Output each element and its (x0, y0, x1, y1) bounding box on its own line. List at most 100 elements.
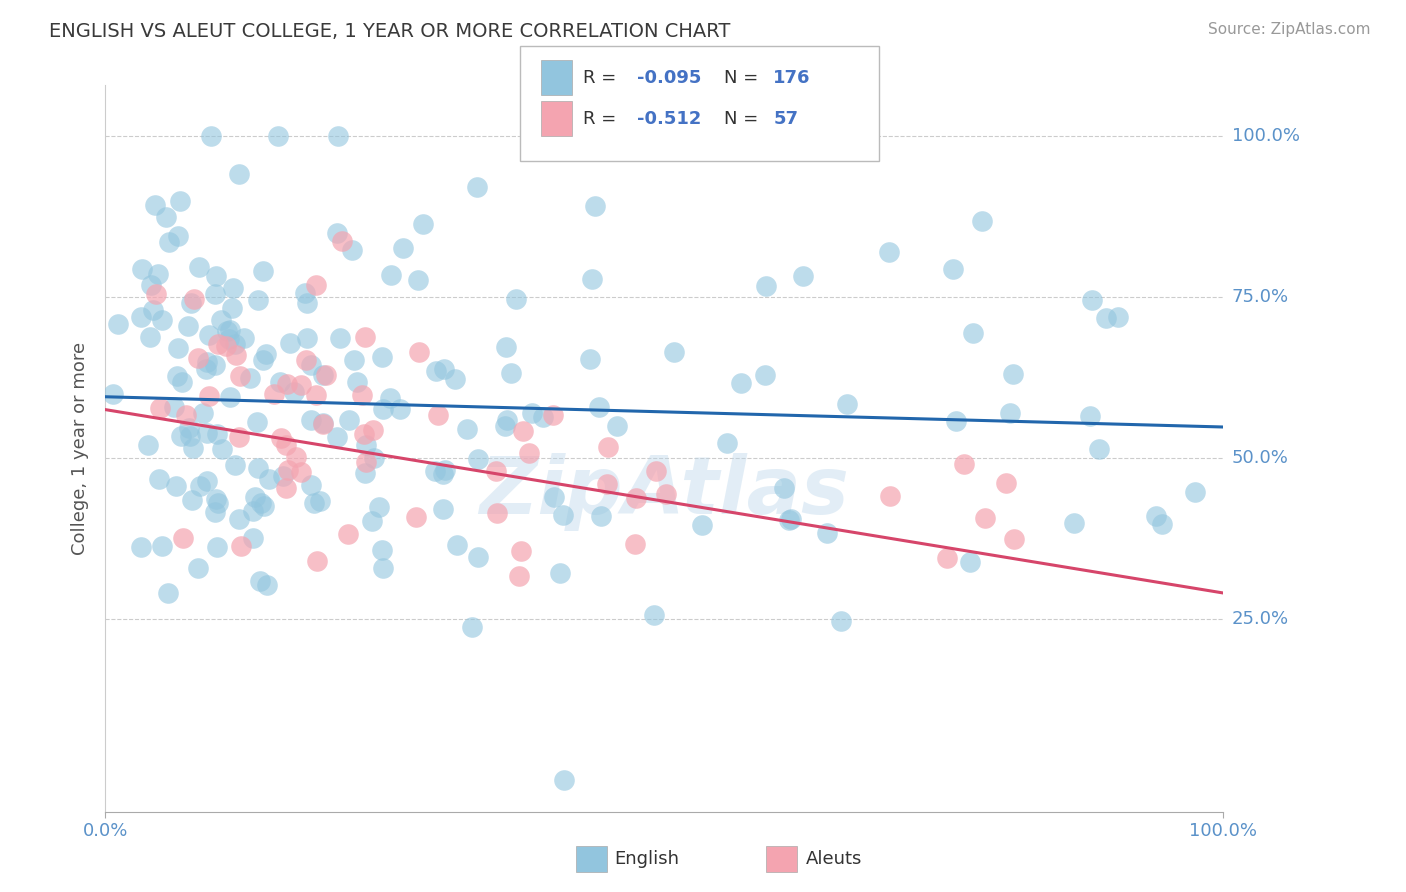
Point (299, 413, 322, 427)
Point (510, 544, 533, 558)
Point (624, 537, 647, 551)
Point (1144, 508, 1167, 523)
Point (371, 350, 394, 364)
Point (228, 512, 250, 526)
Point (974, 511, 997, 525)
Point (325, 430, 347, 444)
Point (326, 227, 349, 241)
Point (329, 331, 352, 345)
Point (353, 466, 375, 480)
Point (432, 502, 454, 516)
Point (163, 400, 186, 414)
Point (224, 337, 246, 351)
Point (690, 518, 713, 533)
Point (1184, 485, 1206, 500)
Point (253, 499, 276, 513)
Point (309, 494, 332, 508)
Point (242, 503, 264, 517)
Point (644, 464, 666, 478)
Point (815, 525, 838, 540)
Point (305, 388, 328, 402)
Point (146, 267, 169, 281)
Point (456, 422, 478, 436)
Point (336, 527, 359, 541)
Point (311, 416, 333, 430)
Y-axis label: College, 1 year or more: College, 1 year or more (72, 342, 90, 555)
Point (228, 430, 250, 444)
Point (353, 427, 375, 442)
Point (187, 351, 209, 365)
Point (250, 496, 273, 510)
Point (531, 409, 554, 424)
Point (195, 475, 218, 489)
Point (342, 243, 364, 257)
Text: 50.0%: 50.0% (1232, 449, 1288, 467)
Point (1107, 310, 1129, 324)
Point (139, 330, 162, 344)
Point (662, 345, 685, 359)
Point (952, 457, 974, 471)
Point (408, 344, 430, 359)
Point (299, 358, 322, 372)
Point (290, 378, 312, 392)
Point (754, 368, 776, 383)
Point (1002, 532, 1025, 546)
Point (148, 401, 170, 416)
Point (218, 333, 240, 347)
Point (294, 352, 316, 367)
Point (143, 198, 166, 212)
Point (277, 463, 299, 477)
Point (299, 478, 322, 492)
Point (583, 199, 606, 213)
Point (222, 280, 245, 294)
Point (994, 475, 1017, 490)
Point (380, 268, 402, 282)
Point (1150, 517, 1173, 532)
Point (231, 539, 253, 553)
Point (485, 464, 508, 478)
Point (215, 339, 238, 353)
Point (432, 467, 454, 481)
Point (1001, 367, 1024, 381)
Point (204, 358, 226, 372)
Point (354, 438, 377, 452)
Point (755, 279, 778, 293)
Text: R =: R = (583, 110, 623, 128)
Point (179, 428, 201, 442)
Point (998, 406, 1021, 420)
Point (837, 396, 859, 410)
Point (353, 330, 375, 344)
Point (139, 278, 162, 293)
Point (423, 464, 446, 478)
Point (150, 539, 173, 553)
Point (581, 272, 603, 286)
Point (131, 261, 153, 276)
Point (191, 406, 214, 420)
Point (579, 351, 602, 366)
Text: 100.0%: 100.0% (1232, 128, 1299, 145)
Point (1063, 516, 1085, 531)
Point (494, 418, 516, 433)
Text: 75.0%: 75.0% (1232, 288, 1289, 306)
Point (233, 331, 256, 345)
Point (283, 385, 305, 400)
Point (778, 513, 800, 527)
Point (343, 352, 366, 367)
Point (172, 375, 194, 389)
Point (373, 402, 395, 417)
Point (467, 452, 489, 467)
Point (330, 234, 353, 248)
Text: English: English (614, 850, 679, 868)
Point (187, 561, 209, 575)
Point (553, 772, 575, 787)
Point (779, 511, 801, 525)
Point (103, 386, 125, 401)
Point (225, 348, 247, 362)
Point (276, 438, 298, 452)
Point (589, 509, 612, 524)
Point (167, 228, 190, 243)
Point (209, 313, 232, 327)
Point (486, 506, 509, 520)
Point (181, 492, 204, 507)
Point (245, 490, 267, 504)
